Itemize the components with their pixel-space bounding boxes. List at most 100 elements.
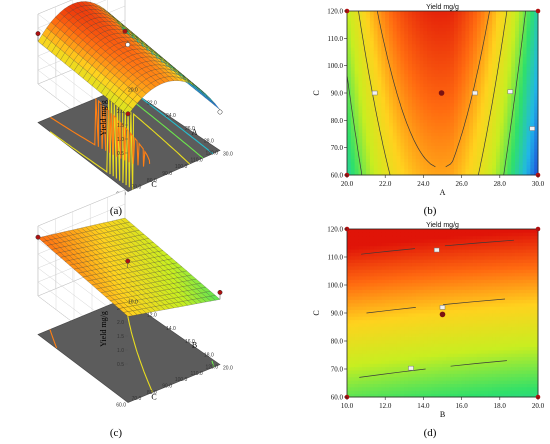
contour-cell <box>347 326 352 331</box>
contour-cell <box>495 40 501 45</box>
contour-cell <box>461 60 466 64</box>
contour-cell <box>438 125 443 130</box>
contour-cell <box>488 17 493 22</box>
contour-cell <box>369 50 375 55</box>
contour-cell <box>385 229 390 233</box>
contour-cell <box>400 363 405 368</box>
contour-cell <box>473 155 478 159</box>
contour-cell <box>534 138 539 143</box>
contour-cell <box>347 17 352 22</box>
contour-cell <box>408 161 413 166</box>
contour-cell <box>423 122 428 127</box>
contour-cell <box>347 63 352 68</box>
contour-cell <box>415 229 420 233</box>
contour-cell <box>438 79 443 84</box>
contour-cell <box>377 239 382 243</box>
contour-cell <box>358 50 363 55</box>
contour-cell <box>511 158 516 163</box>
contour-cell <box>415 360 420 364</box>
contour-cell <box>366 132 371 137</box>
contour-cell <box>480 132 485 137</box>
contour-cell <box>431 70 436 74</box>
contour-cell <box>354 235 359 240</box>
contour-cell <box>408 70 413 74</box>
contour-cell <box>358 235 363 240</box>
contour-cell <box>347 50 352 55</box>
contour-cell <box>446 343 451 347</box>
contour-cell <box>480 142 485 146</box>
contour-cell <box>461 373 466 378</box>
contour-cell <box>366 11 371 15</box>
contour-cell <box>515 83 520 87</box>
contour-cell <box>473 73 478 77</box>
contour-cell <box>347 262 352 267</box>
contour-cell <box>373 76 378 81</box>
contour-cell <box>427 306 432 311</box>
design-point <box>217 289 223 295</box>
contour-cell <box>381 53 386 58</box>
contour-cell <box>530 66 535 71</box>
contour-cell <box>415 370 420 374</box>
contour-cell <box>350 43 356 48</box>
contour-cell <box>431 245 436 250</box>
contour-cell <box>480 27 485 32</box>
contour-cell <box>515 37 520 41</box>
contour-cell <box>442 79 447 84</box>
contour-cell <box>476 148 482 153</box>
contour-cell <box>522 135 527 140</box>
contour-cell <box>411 316 417 321</box>
contour-cell <box>404 286 409 290</box>
contour-cell <box>465 56 470 61</box>
contour-cell <box>473 66 478 71</box>
contour-cell <box>373 235 378 240</box>
contour-cell <box>495 24 501 28</box>
contour-cell <box>385 232 390 237</box>
contour-cell <box>499 109 505 114</box>
contour-cell <box>354 289 359 294</box>
contour-cell <box>389 302 394 307</box>
contour-cell <box>427 145 432 150</box>
contour-cell <box>392 232 398 237</box>
contour-cell <box>423 235 428 240</box>
contour-cell <box>358 93 363 97</box>
contour-cell <box>400 269 405 274</box>
contour-cell <box>423 89 428 94</box>
contour-cell <box>373 161 378 166</box>
contour-cell <box>396 346 401 351</box>
contour-cell <box>408 249 413 253</box>
contour-cell <box>480 70 485 74</box>
contour-cell <box>381 109 386 114</box>
contour-cell <box>373 306 378 311</box>
contour-cell <box>358 309 363 314</box>
contour-cell <box>434 43 440 48</box>
contour-cell <box>534 152 539 156</box>
contour-cell <box>366 168 371 173</box>
contour-cell <box>404 11 409 15</box>
contour-cell <box>366 20 371 25</box>
contour-cell <box>419 14 424 18</box>
contour-cell <box>389 37 394 41</box>
contour-cell <box>469 76 474 81</box>
contour-cell <box>415 380 420 384</box>
contour-cell <box>427 366 432 371</box>
contour-cell <box>419 239 424 243</box>
contour-cell <box>442 60 447 64</box>
x-tick-label: 26.0 <box>455 180 468 188</box>
contour-cell <box>522 60 527 64</box>
contour-label-box <box>529 126 536 131</box>
contour-cell <box>442 282 447 287</box>
contour-cell <box>373 112 378 117</box>
contour-cell <box>431 316 436 321</box>
contour-cell <box>385 30 390 35</box>
contour-cell <box>411 336 417 341</box>
contour-cell <box>442 242 447 247</box>
contour-cell <box>450 370 455 374</box>
contour-cell <box>415 47 420 51</box>
contour-cell <box>473 33 478 38</box>
contour-cell <box>347 102 352 107</box>
contour-cell <box>431 272 436 277</box>
contour-cell <box>347 313 352 317</box>
contour-cell <box>473 30 478 35</box>
contour-cell <box>484 14 489 18</box>
x-tick-label: 28.0 <box>204 139 214 145</box>
